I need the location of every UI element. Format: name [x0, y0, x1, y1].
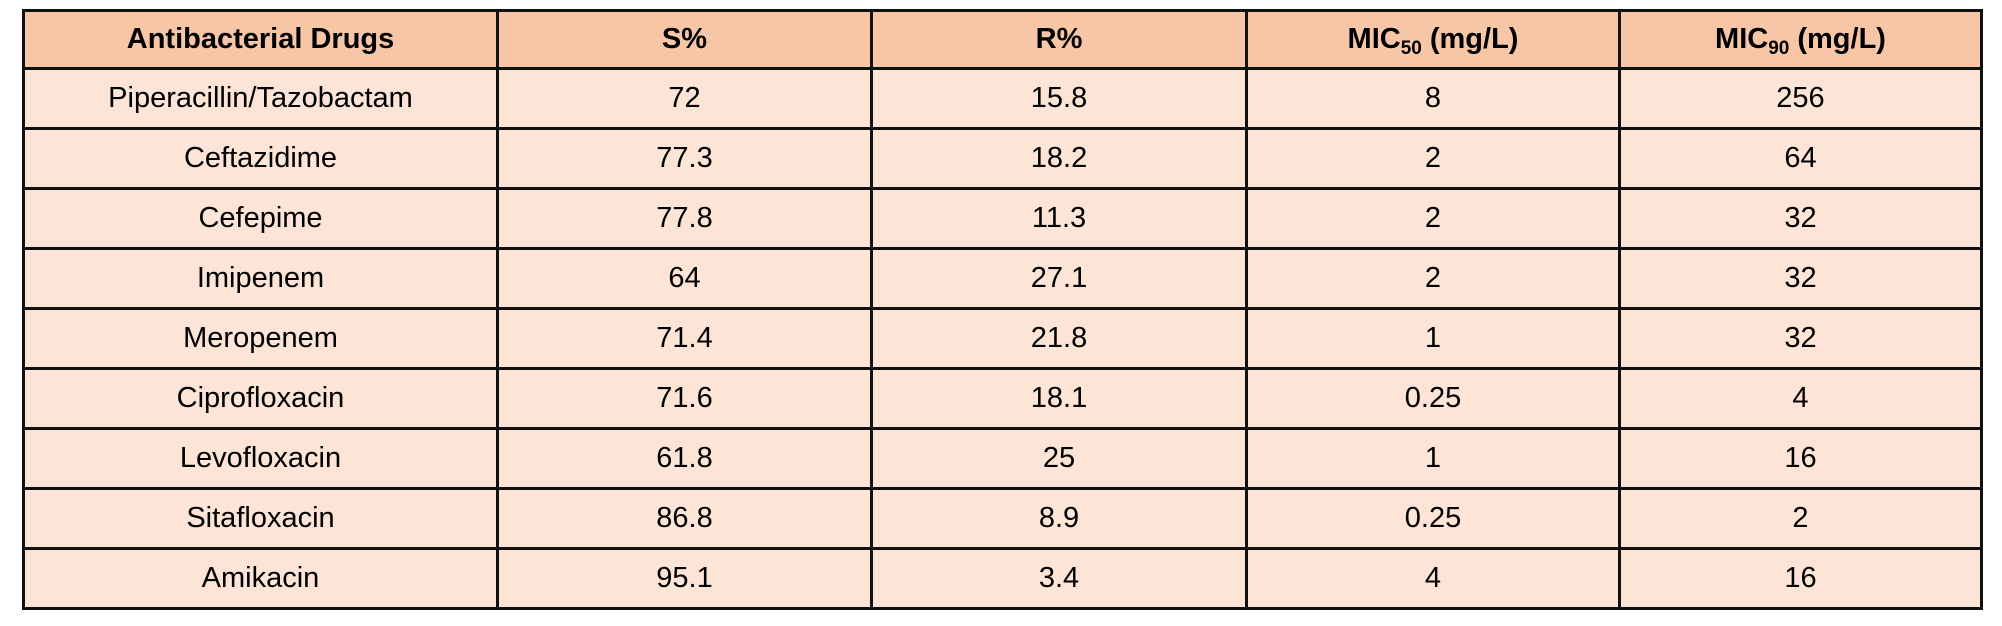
value-cell: 1 — [1245, 307, 1621, 370]
header-cell: Antibacterial Drugs — [22, 9, 499, 70]
table-row: Piperacillin/Tazobactam 72 15.8 8 256 — [22, 67, 1983, 130]
value-cell: 1 — [1245, 427, 1621, 490]
value-cell: 25 — [870, 427, 1248, 490]
value-cell: 71.4 — [496, 307, 873, 370]
value-cell: 2 — [1245, 187, 1621, 250]
value-cell: 8.9 — [870, 487, 1248, 550]
header-cell: MIC90 (mg/L) — [1618, 9, 1983, 70]
value-cell: 71.6 — [496, 367, 873, 430]
table-row: Amikacin 95.1 3.4 4 16 — [22, 547, 1983, 610]
value-cell: 64 — [496, 247, 873, 310]
value-cell: 0.25 — [1245, 367, 1621, 430]
value-cell: 15.8 — [870, 67, 1248, 130]
value-cell: 64 — [1618, 127, 1983, 190]
data-table: Antibacterial Drugs S% R% MIC50 (mg/L) MIC90(… — [22, 9, 1983, 610]
header-unit: (mg/L) — [1797, 23, 1886, 55]
header-cell: MIC50 (mg/L) — [1245, 9, 1621, 70]
drug-name-cell: Ciprofloxacin — [22, 367, 499, 430]
table-row: Cefepime 77.8 11.3 2 32 — [22, 187, 1983, 250]
value-cell: 27.1 — [870, 247, 1248, 310]
value-cell: 32 — [1618, 187, 1983, 250]
value-cell: 3.4 — [870, 547, 1248, 610]
value-cell: 16 — [1618, 547, 1983, 610]
value-cell: 4 — [1245, 547, 1621, 610]
table-body: Piperacillin/Tazobactam 72 15.8 8 256 Ceftazi… — [22, 67, 1983, 610]
table-row: Ceftazidime 77.3 18.2 2 64 — [22, 127, 1983, 190]
table-row: Levofloxacin 61.8 25 1 16 — [22, 427, 1983, 490]
value-cell: 256 — [1618, 67, 1983, 130]
table-row: Meropenem 71.4 21.8 1 32 — [22, 307, 1983, 370]
value-cell: 4 — [1618, 367, 1983, 430]
value-cell: 32 — [1618, 307, 1983, 370]
value-cell: 16 — [1618, 427, 1983, 490]
drug-name-cell: Meropenem — [22, 307, 499, 370]
header-text: MIC — [1347, 23, 1401, 55]
header-row: Antibacterial Drugs S% R% MIC50 (mg/L) MIC90(… — [22, 9, 1983, 70]
drug-name-cell: Cefepime — [22, 187, 499, 250]
value-cell: 0.25 — [1245, 487, 1621, 550]
drug-name-cell: Ceftazidime — [22, 127, 499, 190]
value-cell: 95.1 — [496, 547, 873, 610]
value-cell: 21.8 — [870, 307, 1248, 370]
table-row: Ciprofloxacin 71.6 18.1 0.25 4 — [22, 367, 1983, 430]
drug-name-cell: Levofloxacin — [22, 427, 499, 490]
header-cell: R% — [870, 9, 1248, 70]
value-cell: 2 — [1245, 127, 1621, 190]
value-cell: 32 — [1618, 247, 1983, 310]
table-row: Sitafloxacin 86.8 8.9 0.25 2 — [22, 487, 1983, 550]
header-unit: (mg/L) — [1429, 23, 1519, 55]
value-cell: 72 — [496, 67, 873, 130]
drug-name-cell: Sitafloxacin — [22, 487, 499, 550]
value-cell: 18.2 — [870, 127, 1248, 190]
drug-name-cell: Amikacin — [22, 547, 499, 610]
value-cell: 77.3 — [496, 127, 873, 190]
value-cell: 86.8 — [496, 487, 873, 550]
drug-name-cell: Piperacillin/Tazobactam — [22, 67, 499, 130]
value-cell: 61.8 — [496, 427, 873, 490]
header-cell: S% — [496, 9, 873, 70]
value-cell: 2 — [1245, 247, 1621, 310]
value-cell: 18.1 — [870, 367, 1248, 430]
value-cell: 77.8 — [496, 187, 873, 250]
value-cell: 11.3 — [870, 187, 1248, 250]
header-subscript: 90 — [1768, 38, 1790, 59]
drug-name-cell: Imipenem — [22, 247, 499, 310]
header-subscript: 50 — [1400, 38, 1422, 59]
table-row: Imipenem 64 27.1 2 32 — [22, 247, 1983, 310]
value-cell: 8 — [1245, 67, 1621, 130]
value-cell: 2 — [1618, 487, 1983, 550]
header-text: MIC — [1715, 23, 1769, 55]
